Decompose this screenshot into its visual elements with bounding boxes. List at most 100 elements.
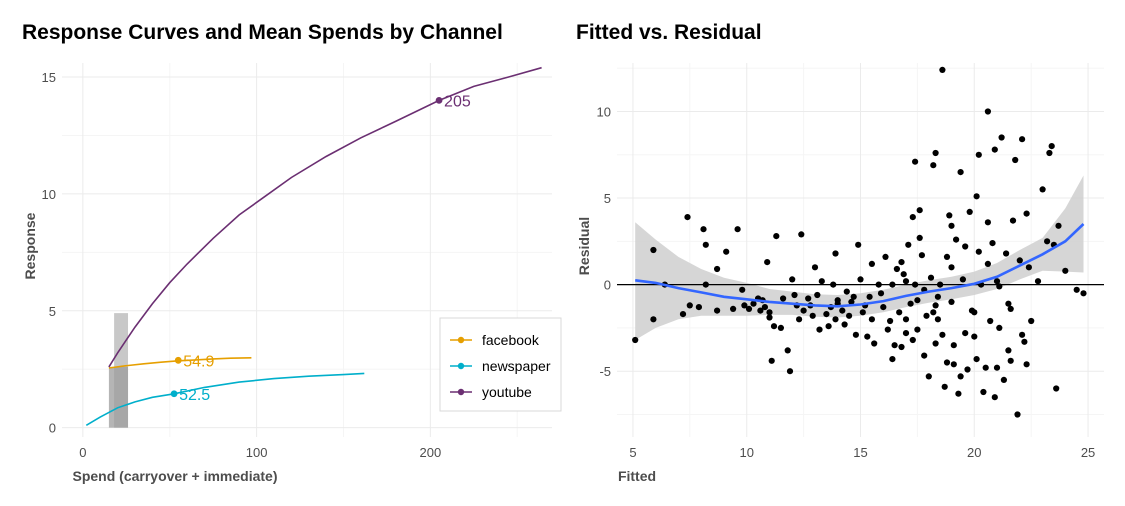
residual-point [916, 207, 923, 214]
confidence-band [635, 175, 1084, 340]
residual-point [932, 302, 939, 309]
residual-point [1009, 217, 1017, 224]
residual-point [887, 317, 894, 325]
residual-point [1039, 186, 1046, 193]
right-x-tick-label: 10 [739, 445, 753, 460]
residual-point [809, 312, 816, 319]
residual-point [946, 212, 953, 219]
residual-point [784, 347, 791, 354]
residual-point [975, 248, 982, 255]
residual-point [932, 149, 939, 157]
residual-point [702, 241, 709, 248]
residual-point [927, 274, 935, 281]
residual-point [973, 356, 980, 363]
response-curves-panel: Response Curves and Mean Spends by Chann… [22, 21, 562, 484]
left-chart-title: Response Curves and Mean Spends by Chann… [22, 21, 503, 44]
left-mean-points: 54.9 52.5 205 [170, 93, 471, 404]
residual-point [839, 307, 846, 314]
legend-key-youtube-dot [457, 388, 465, 396]
residual-point [953, 236, 960, 243]
residual-point [868, 260, 876, 267]
residual-point [730, 305, 737, 312]
residual-point [923, 312, 930, 319]
residual-point [993, 278, 1001, 285]
left-x-tick-label: 100 [246, 445, 268, 460]
residual-point [818, 278, 825, 285]
residual-point [916, 234, 923, 241]
right-y-tick-label: 5 [604, 191, 611, 206]
residual-point [937, 281, 944, 288]
residual-point [1028, 317, 1035, 325]
residual-point [805, 295, 812, 302]
residual-point [1003, 250, 1010, 257]
residual-point [1005, 300, 1012, 307]
residual-point [893, 265, 901, 273]
right-y-tick-label: 10 [597, 104, 611, 119]
residual-point [932, 340, 939, 347]
right-x-tick-label: 15 [853, 445, 867, 460]
curve-youtube [108, 66, 542, 368]
residual-point [834, 297, 841, 304]
residual-point [998, 134, 1005, 141]
residual-point [982, 364, 989, 371]
residual-point [948, 222, 955, 229]
mean-label-newspaper: 52.5 [179, 387, 210, 404]
residual-point [993, 364, 1001, 371]
residual-point [962, 330, 969, 337]
left-x-tick-label: 200 [420, 445, 442, 460]
residual-point [768, 357, 775, 364]
residual-point [973, 193, 980, 200]
residual-point [700, 226, 707, 233]
residual-point [900, 271, 907, 278]
residual-point [1062, 267, 1069, 274]
residual-point [975, 151, 982, 158]
residual-point [846, 312, 853, 319]
residual-point [866, 293, 873, 300]
residual-point [930, 162, 937, 169]
residual-point [770, 323, 778, 330]
loess-smooth-line [635, 223, 1085, 308]
residual-point [1034, 278, 1042, 285]
curve-newspaper [85, 372, 365, 426]
right-x-tick-label: 25 [1081, 445, 1095, 460]
residual-point [686, 302, 693, 309]
residual-point [1053, 385, 1060, 392]
right-x-tick-label: 20 [967, 445, 981, 460]
residual-point [971, 309, 978, 316]
residual-point [1016, 257, 1023, 264]
residual-point [1023, 210, 1030, 217]
left-x-tick-label: 0 [79, 445, 86, 460]
left-y-tick-label: 0 [49, 421, 56, 436]
residual-points [632, 66, 1087, 418]
residual-point [996, 283, 1003, 290]
residual-point [914, 326, 921, 333]
residual-point [884, 326, 891, 333]
residual-point [739, 286, 746, 293]
residual-point [1007, 305, 1014, 312]
residual-point [934, 316, 942, 323]
residual-point [766, 309, 773, 316]
residual-point [734, 226, 741, 233]
residual-point [987, 317, 994, 325]
residual-point [941, 383, 948, 390]
legend: facebook newspaper youtube [439, 317, 562, 412]
residual-point [695, 304, 703, 311]
residual-point [989, 240, 996, 247]
right-x-tick-label: 5 [629, 445, 636, 460]
residual-point [889, 356, 896, 363]
residual-point [891, 342, 898, 349]
residual-point [848, 298, 855, 305]
left-y-tick-label: 10 [42, 187, 56, 202]
left-y-axis-label: Response [22, 212, 38, 279]
residual-point [880, 304, 887, 311]
right-y-tick-label: -5 [599, 364, 611, 379]
right-tick-labels: 5 10 15 20 25 -5 0 5 10 [597, 104, 1096, 460]
left-gridlines [62, 63, 552, 437]
right-y-axis-label: Residual [576, 217, 592, 275]
residual-point [679, 311, 687, 318]
residual-point [918, 252, 926, 259]
residual-point [1005, 347, 1012, 354]
fitted-vs-residual-panel: Fitted vs. Residual 5 10 15 20 25 -5 0 5 10 Fitt… [576, 21, 1104, 484]
residual-point [1046, 149, 1053, 157]
